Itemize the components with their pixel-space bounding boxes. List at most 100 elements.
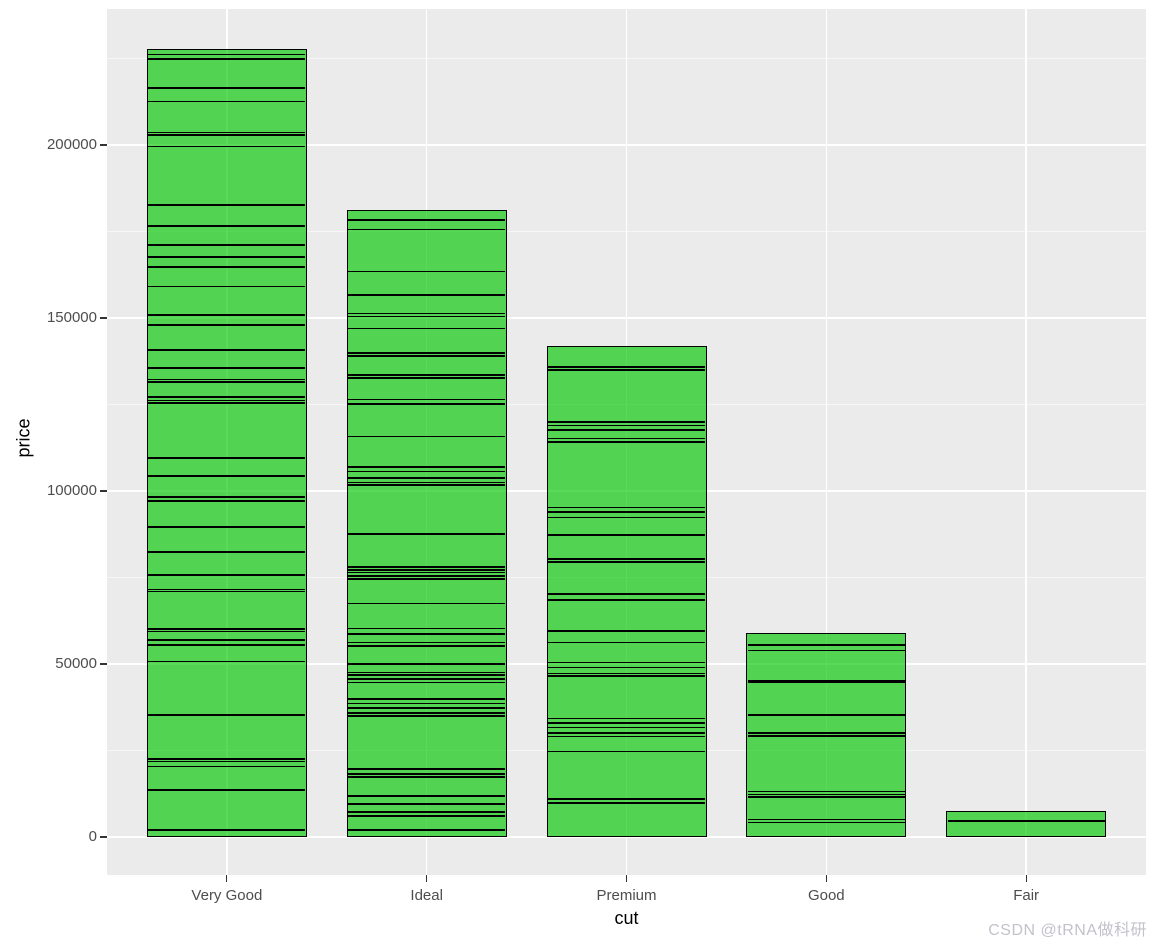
bar-segment-line bbox=[548, 437, 705, 440]
bar-segment-line bbox=[348, 270, 506, 273]
bar-segment-line bbox=[148, 314, 306, 316]
bar-segment-line bbox=[148, 402, 306, 404]
bar-good bbox=[746, 632, 907, 837]
bar-segment-line bbox=[348, 810, 506, 813]
bar-segment-line bbox=[148, 765, 306, 768]
bar-segment-line bbox=[747, 644, 905, 646]
bar-segment-line bbox=[348, 575, 506, 577]
bar-segment-line bbox=[548, 801, 705, 804]
bar-segment-line bbox=[548, 365, 705, 368]
bar-segment-line bbox=[747, 796, 905, 798]
bar-segment-line bbox=[148, 475, 306, 477]
bar-segment-line bbox=[548, 593, 705, 595]
bar-segment-line bbox=[348, 481, 506, 484]
bar-segment-line bbox=[348, 776, 506, 778]
bar-segment-line bbox=[348, 565, 506, 568]
bar-segment-line bbox=[148, 87, 306, 89]
bar-segment-line bbox=[747, 793, 905, 796]
bar-segment-line bbox=[148, 204, 306, 206]
bar-segment-line bbox=[348, 374, 506, 376]
bar-segment-line bbox=[348, 315, 506, 318]
y-tick-label: 0 bbox=[88, 828, 97, 845]
bar-segment-line bbox=[148, 131, 306, 134]
x-tick bbox=[1025, 875, 1027, 882]
bar-segment-line bbox=[148, 789, 306, 791]
bar-segment-line bbox=[348, 352, 506, 355]
bar-segment-line bbox=[148, 367, 306, 369]
bar-segment-line bbox=[148, 714, 306, 716]
bar-segment-line bbox=[348, 219, 506, 221]
bar-segment-line bbox=[348, 768, 506, 770]
bar-segment-line bbox=[148, 58, 306, 60]
bar-segment-line bbox=[548, 534, 705, 536]
y-axis-title: price bbox=[13, 418, 34, 458]
bar-segment-line bbox=[348, 627, 506, 630]
bar-fair bbox=[946, 811, 1107, 837]
bar-premium bbox=[546, 346, 707, 837]
bar-segment-line bbox=[148, 256, 306, 258]
bar-segment-line bbox=[348, 715, 506, 717]
bar-segment-line bbox=[548, 750, 705, 753]
bar-segment-line bbox=[348, 681, 506, 684]
bar-segment-line bbox=[548, 629, 705, 632]
y-tick-label: 200000 bbox=[46, 136, 97, 153]
bar-segment-line bbox=[348, 702, 506, 705]
y-tick bbox=[100, 663, 107, 665]
bar-segment-line bbox=[348, 569, 506, 571]
bar-segment-line bbox=[348, 795, 506, 797]
bar-segment-line bbox=[348, 571, 506, 574]
bar-segment-line bbox=[348, 663, 506, 665]
bar-segment-line bbox=[148, 526, 306, 528]
bar-segment-line bbox=[548, 732, 705, 734]
bar-segment-line bbox=[148, 660, 306, 663]
y-tick-label: 150000 bbox=[46, 309, 97, 326]
bar-segment-line bbox=[548, 516, 705, 519]
bar-segment-line bbox=[747, 681, 905, 683]
bar-segment-line bbox=[148, 378, 306, 381]
bar-segment-line bbox=[148, 145, 306, 148]
bar-very-good bbox=[146, 49, 307, 837]
bar-segment-line bbox=[148, 829, 306, 831]
y-tick-label: 100000 bbox=[46, 482, 97, 499]
bar-segment-line bbox=[747, 821, 905, 824]
bar-segment-line bbox=[348, 773, 506, 775]
bar-segment-line bbox=[548, 666, 705, 669]
x-tick-label: Premium bbox=[596, 887, 657, 904]
bar-segment-line bbox=[548, 424, 705, 427]
bar-segment-line bbox=[947, 820, 1105, 822]
bar-segment-line bbox=[148, 381, 306, 383]
bar-segment-line bbox=[148, 285, 306, 288]
bar-segment-line bbox=[348, 707, 506, 710]
bar-segment-line bbox=[548, 510, 705, 513]
bar-segment-line bbox=[348, 355, 506, 357]
gridline-major-v bbox=[825, 9, 828, 875]
bar-segment-line bbox=[548, 798, 705, 801]
bar-segment-line bbox=[148, 551, 306, 553]
bar-segment-line bbox=[148, 134, 306, 136]
bar-segment-line bbox=[548, 369, 705, 371]
bar-segment-line bbox=[348, 674, 506, 676]
bar-segment-line bbox=[148, 644, 306, 646]
bar-segment-line bbox=[148, 266, 306, 268]
bar-segment-line bbox=[348, 484, 506, 486]
bar-segment-line bbox=[348, 294, 506, 296]
bar-segment-line bbox=[148, 588, 306, 591]
bar-segment-line bbox=[747, 818, 905, 821]
bar-segment-line bbox=[348, 470, 506, 473]
bar-segment-line bbox=[548, 598, 705, 601]
bar-segment-line bbox=[348, 578, 506, 581]
bar-segment-line bbox=[148, 399, 306, 402]
bar-segment-line bbox=[548, 726, 705, 729]
bar-segment-line bbox=[348, 602, 506, 605]
bar-segment-line bbox=[548, 599, 705, 602]
bar-segment-line bbox=[148, 244, 306, 246]
bar-segment-line bbox=[548, 561, 705, 564]
bar-segment-line bbox=[348, 829, 506, 831]
bar-segment-line bbox=[348, 633, 506, 635]
bar-segment-line bbox=[148, 457, 306, 459]
bar-segment-line bbox=[348, 477, 506, 479]
bar-segment-line bbox=[348, 465, 506, 468]
bar-segment-line bbox=[148, 760, 306, 763]
bar-segment-line bbox=[348, 803, 506, 805]
bar-segment-line bbox=[148, 324, 306, 326]
